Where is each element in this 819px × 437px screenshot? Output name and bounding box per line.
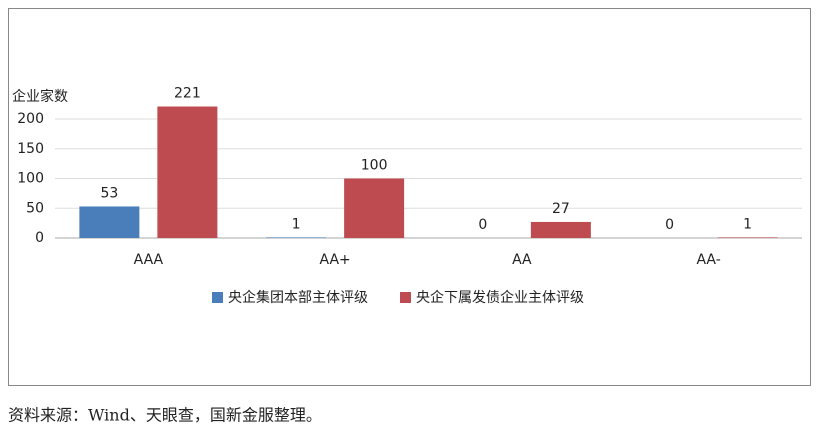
data-label: 53 xyxy=(100,185,118,201)
bar xyxy=(530,221,591,238)
chart-border xyxy=(8,8,811,386)
y-tick-label: 100 xyxy=(17,171,44,187)
bar xyxy=(79,206,140,238)
bar xyxy=(344,178,405,238)
x-tick-label: AAA xyxy=(134,252,164,268)
bar xyxy=(266,237,327,238)
y-tick-label: 50 xyxy=(26,200,44,216)
y-tick-label: 200 xyxy=(17,111,44,127)
bar xyxy=(717,237,778,238)
y-axis-label: 企业家数 xyxy=(12,88,68,105)
data-label: 1 xyxy=(743,216,752,232)
data-label: 1 xyxy=(292,216,301,232)
x-tick-label: AA xyxy=(512,252,532,268)
legend-swatch xyxy=(400,292,411,303)
data-label: 100 xyxy=(361,158,388,174)
y-tick-label: 0 xyxy=(35,230,44,246)
data-label: 0 xyxy=(478,217,487,233)
y-tick-label: 150 xyxy=(17,141,44,157)
legend-label: 央企下属发债企业主体评级 xyxy=(416,289,584,306)
data-label: 0 xyxy=(665,217,674,233)
data-label: 27 xyxy=(552,201,570,217)
legend-label: 央企集团本部主体评级 xyxy=(228,289,368,306)
bar xyxy=(157,106,218,238)
legend-swatch xyxy=(212,292,223,303)
source-note: 资料来源：Wind、天眼查，国新金服整理。 xyxy=(8,406,322,425)
data-label: 221 xyxy=(174,86,201,102)
x-tick-label: AA+ xyxy=(319,252,350,268)
x-tick-label: AA- xyxy=(696,252,720,268)
